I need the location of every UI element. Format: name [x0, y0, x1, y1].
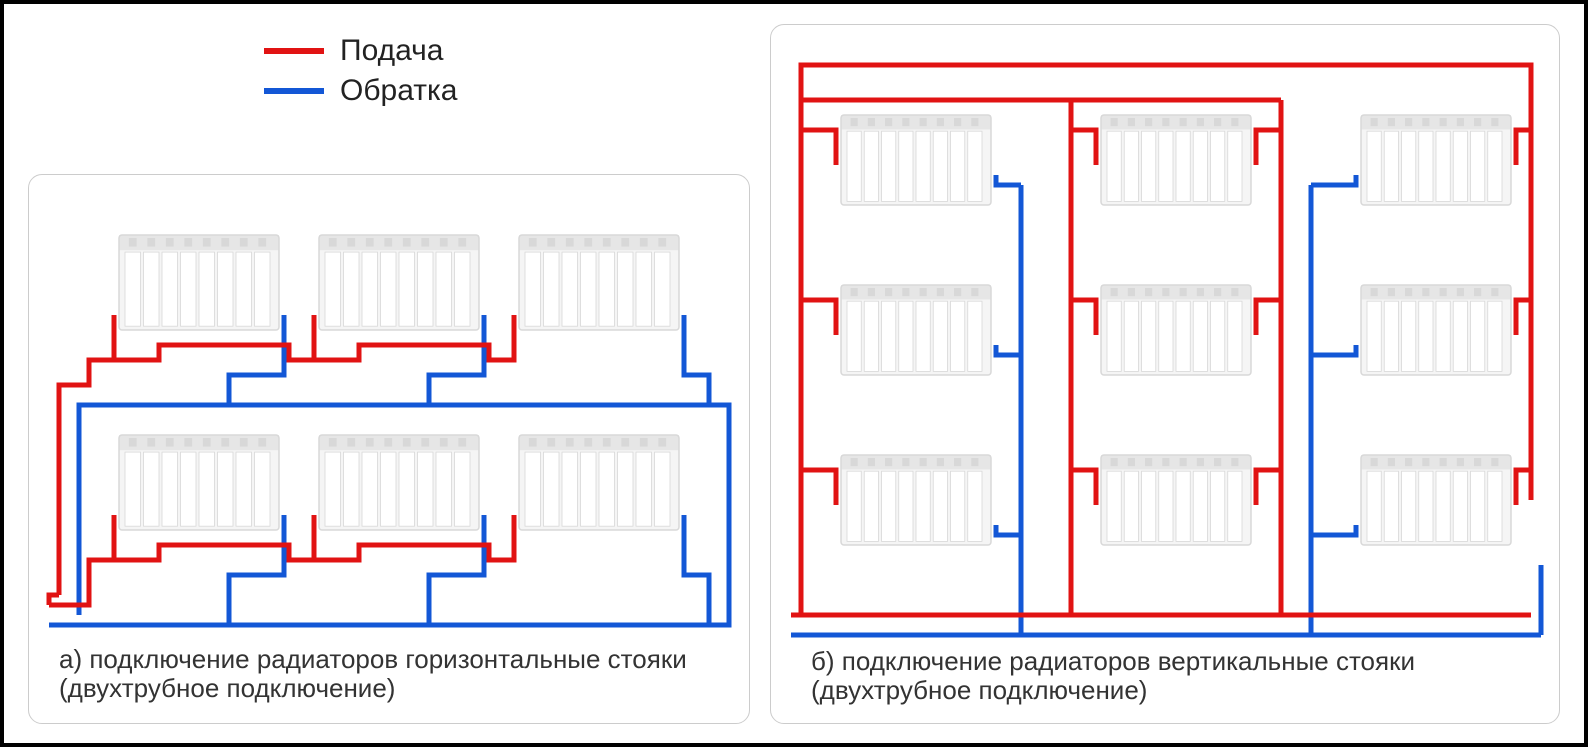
radiator [841, 455, 991, 545]
radiator [1361, 455, 1511, 545]
legend-row-supply: Подача [264, 34, 457, 68]
radiator [841, 115, 991, 205]
radiator [1361, 115, 1511, 205]
caption-a: а) подключение радиаторов горизонтальные… [59, 645, 719, 703]
radiator [519, 435, 679, 530]
caption-b: б) подключение радиаторов вертикальные с… [811, 647, 1531, 705]
panel-a: а) подключение радиаторов горизонтальные… [28, 174, 750, 724]
radiator [119, 435, 279, 530]
radiator [1101, 285, 1251, 375]
diagram-b-svg [771, 25, 1559, 645]
legend-row-return: Обратка [264, 74, 457, 108]
return-pipes [791, 175, 1541, 635]
radiator [1101, 115, 1251, 205]
legend-swatch-supply [264, 48, 324, 54]
radiator [319, 435, 479, 530]
radiator [1361, 285, 1511, 375]
radiator [519, 235, 679, 330]
legend-label-supply: Подача [340, 34, 443, 68]
radiator [1101, 455, 1251, 545]
radiator [119, 235, 279, 330]
legend-swatch-return [264, 88, 324, 94]
diagram-frame: Подача Обратка а) подключение радиаторов… [0, 0, 1588, 747]
radiator [841, 285, 991, 375]
panel-b: б) подключение радиаторов вертикальные с… [770, 24, 1560, 724]
diagram-a-svg [29, 175, 749, 645]
radiator [319, 235, 479, 330]
legend-label-return: Обратка [340, 74, 457, 108]
legend: Подача Обратка [264, 34, 457, 114]
